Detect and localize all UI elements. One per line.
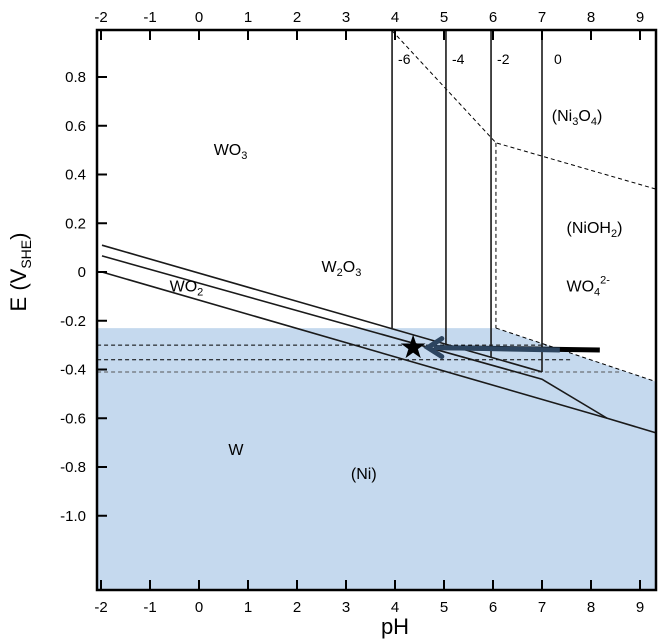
x-tick-label-top: -1 [143,9,156,26]
region-label-sub: 3 [355,267,361,279]
phase-boundary-line [101,271,657,434]
plot-frame [95,28,658,592]
y-tick-label: 0.2 [65,215,86,232]
x-tick-label-top: 8 [587,9,595,26]
region-label-main: (NiOH [567,220,611,237]
region-label-sub: 3 [241,150,247,162]
x-tick-label-top: 9 [636,9,644,26]
arrow-head [423,336,445,360]
region-label-main: WO [214,142,242,159]
y-tick-label: 0 [78,264,86,281]
region-label-sub: 4 [591,116,597,128]
iso-concentration-label: -4 [452,51,465,67]
dashed-boundary [391,30,657,190]
star-marker [400,334,426,359]
region-label: WO42- [567,275,611,299]
y-tick-label: 0.8 [65,69,86,86]
x-tick-label-bottom: 3 [342,599,350,616]
region-label-main: WO [170,279,198,296]
y-axis-label-close: ) [6,233,31,240]
region-label: (NiOH2) [567,220,623,240]
region-label: WO3 [214,142,248,162]
region-label-sup: 2- [600,275,610,287]
region-label-sub: 2 [337,267,343,279]
x-axis-label: pH [381,614,409,639]
x-tick-label-top: 0 [195,9,203,26]
x-tick-label-top: 4 [391,9,399,26]
region-label-main: W [322,259,338,276]
shaded-region [97,328,656,589]
region-label: W [228,442,244,459]
x-tick-label-bottom: 6 [489,599,497,616]
x-tick-label-bottom: -2 [94,599,107,616]
x-tick-label-top: 3 [342,9,350,26]
phase-boundary-line [101,255,608,419]
region-label-main: W [228,442,244,459]
y-tick-label: -0.6 [60,410,86,427]
y-tick-label: -0.2 [60,313,86,330]
x-tick-label-top: 6 [489,9,497,26]
region-label-main: (Ni [552,108,572,125]
region-label: W2O3 [322,259,362,279]
y-tick-label: -0.8 [60,459,86,476]
iso-concentration-label: 0 [554,51,562,67]
x-tick-label-top: -2 [94,9,107,26]
x-tick-label-top: 1 [244,9,252,26]
x-tick-label-bottom: 9 [636,599,644,616]
iso-concentration-label: -2 [497,51,510,67]
x-tick-label-bottom: 7 [538,599,546,616]
iso-concentration-label: -6 [398,51,411,67]
y-tick-label: 0.6 [65,118,86,135]
x-tick-label-bottom: 2 [293,599,301,616]
region-label-sub: 2 [197,287,203,299]
x-tick-label-bottom: 1 [244,599,252,616]
region-label-sub: 2 [611,228,617,240]
region-label: WO2 [170,279,204,299]
region-label: (Ni) [351,466,377,483]
arrow-shaft [433,345,560,353]
y-tick-label: 0.4 [65,167,86,184]
region-label-sub: 4 [594,287,600,299]
y-axis-label-sub: SHE [18,240,34,269]
region-label-main: WO [567,279,595,296]
region-label-main: (Ni) [351,466,377,483]
y-tick-label: -0.4 [60,362,86,379]
region-label-main: O [578,108,590,125]
y-tick-label: -1.0 [60,508,86,525]
x-tick-label-bottom: 8 [587,599,595,616]
region-label-main: O [343,259,355,276]
region-label-tail: ) [617,220,622,237]
x-tick-label-top: 7 [538,9,546,26]
x-tick-label-bottom: 0 [195,599,203,616]
x-tick-label-top: 5 [440,9,448,26]
region-label-tail: ) [597,108,602,125]
x-tick-label-bottom: 5 [440,599,448,616]
y-axis-label: E (VSHE) [6,233,34,312]
x-tick-label-top: 2 [293,9,301,26]
x-tick-label-bottom: 4 [391,599,399,616]
y-axis-label-main: E (V [6,268,31,311]
x-tick-label-bottom: -1 [143,599,156,616]
dashed-boundary [495,327,657,383]
phase-boundary-line [101,244,543,373]
region-label-sub: 3 [572,116,578,128]
region-label: (Ni3O4) [552,108,602,128]
